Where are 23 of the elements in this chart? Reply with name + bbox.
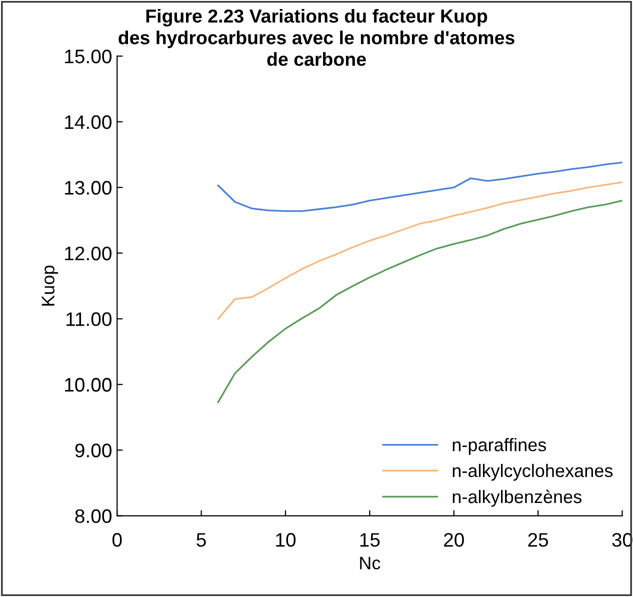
y-tick-label: 15.00 — [65, 50, 112, 64]
legend-label: n-alkylbenzènes — [452, 490, 582, 507]
x-axis-title: Nc — [360, 556, 380, 570]
y-axis-title: Kuop — [42, 266, 58, 306]
y-tick-label: 13.00 — [65, 180, 112, 195]
line-series — [217, 200, 622, 404]
legend-label: n-alkylcyclohexanes — [452, 464, 613, 481]
y-tick-label: 9.00 — [75, 444, 112, 458]
x-tick-label: 25 — [528, 532, 548, 547]
x-tick-label: 15 — [360, 533, 380, 547]
x-tick-label: 10 — [276, 532, 296, 547]
y-tick-label: 8.00 — [75, 509, 112, 524]
y-tick-label: 11.00 — [66, 312, 112, 326]
y-tick-label: 14.00 — [65, 115, 112, 130]
line-series — [217, 162, 622, 212]
chart-title: Figure 2.23 Variations du facteur Kuop des hydrocarbures avec le nombre d'atomes de carbone — [118, 8, 514, 66]
y-tick-label: 12.00 — [65, 246, 112, 260]
x-tick-label: 20 — [444, 532, 464, 547]
x-tick-label: 0 — [112, 532, 122, 547]
y-tick-label: 10.00 — [65, 378, 112, 392]
legend-label: n-paraffines — [452, 438, 546, 455]
x-tick-label: 5 — [196, 533, 206, 547]
line-series — [217, 181, 622, 320]
